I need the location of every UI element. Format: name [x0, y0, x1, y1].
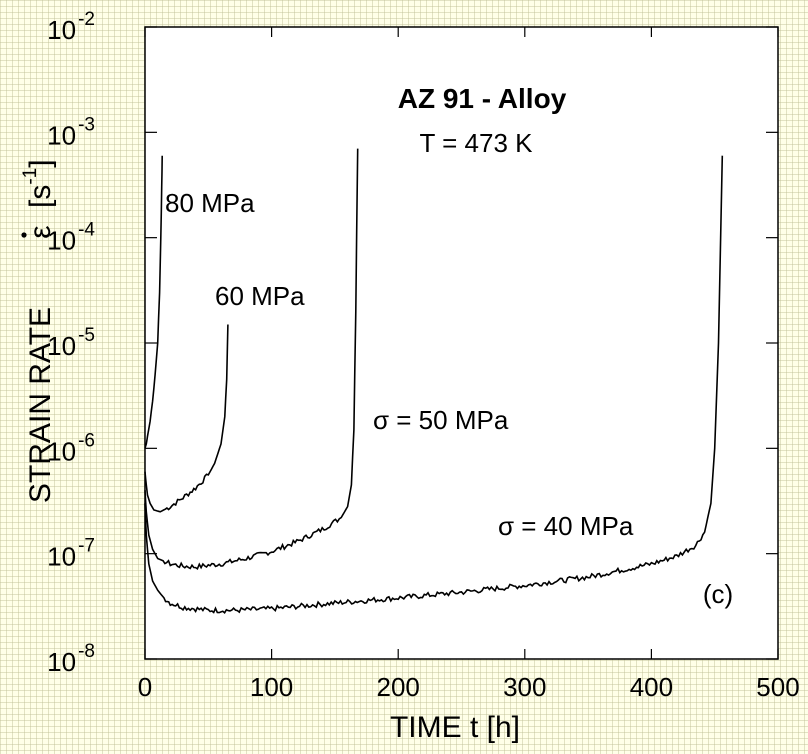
series-line-1	[144, 324, 229, 513]
x-tick-label: 200	[377, 672, 420, 702]
tick-labels: 0 100 200 300 400 500 10-8 10-7 10-6 10-5 10-4 10-3…	[47, 9, 800, 702]
x-axis-label: TIME t [h]	[390, 711, 520, 744]
y-axis-label-text: STRAIN RATE	[24, 307, 57, 503]
y-axis-label-dot	[21, 232, 27, 238]
y-tick-label: 10 -2	[47, 9, 95, 45]
y-axis-label: STRAIN RATE ε [s-1]	[20, 159, 57, 503]
y-axis-label-unit: [s-1]	[20, 159, 57, 208]
y-tick-label: 10 -5	[47, 325, 95, 361]
series-label-60mpa: 60 MPa	[215, 281, 305, 311]
plot-area	[145, 27, 778, 659]
y-tick-label: 10 -3	[47, 114, 95, 150]
series-label-80mpa: 80 MPa	[165, 188, 255, 218]
x-tick-label: 300	[503, 672, 546, 702]
x-tick-label: 0	[138, 672, 152, 702]
series-line-2	[144, 148, 359, 571]
y-axis-label-symbol: ε	[24, 225, 57, 238]
series-label-50mpa: σ = 50 MPa	[373, 405, 509, 435]
data-series	[144, 148, 724, 615]
y-tick-label: 10 -8	[47, 641, 95, 677]
x-tick-label: 400	[630, 672, 673, 702]
y-tick-label: 10 -7	[47, 536, 95, 572]
chart-title: AZ 91 - Alloy	[398, 83, 567, 114]
x-tick-label: 100	[250, 672, 293, 702]
y-tick-label: 10 -6	[47, 430, 95, 466]
series-line-0	[144, 155, 163, 449]
x-tick-label: 500	[756, 672, 799, 702]
plot-frame	[144, 26, 779, 660]
series-label-40mpa: σ = 40 MPa	[498, 511, 634, 541]
series-line-3	[144, 155, 724, 615]
chart-subtitle: T = 473 K	[420, 128, 534, 158]
panel-label: (c)	[703, 579, 733, 609]
y-tick-label: 10 -4	[47, 220, 95, 256]
